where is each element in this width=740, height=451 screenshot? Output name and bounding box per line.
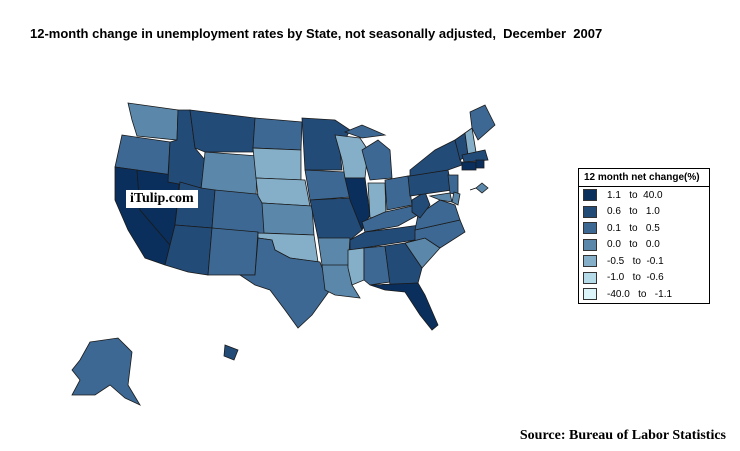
legend-range: -40.0 to -1.1 [607,288,673,300]
legend-row: 1.1 to 40.0 [579,187,709,204]
legend-title: 12 month net change(%) [579,169,709,187]
dc-leader-line [469,187,477,191]
legend-swatch [583,271,597,284]
state-alabama [363,245,391,286]
watermark-text: iTulip.com [126,190,198,208]
state-mississippi [347,247,365,286]
state-michigan [361,139,393,181]
state-washington [127,102,179,141]
state-montana [189,109,256,153]
state-michigan-up [343,124,387,139]
legend-row: 0.0 to 0.0 [579,237,709,254]
state-texas [238,237,331,329]
state-kansas [261,202,315,236]
state-georgia [384,242,423,286]
legend-swatch [583,189,597,202]
state-new-jersey [447,174,459,196]
legend-swatch [583,288,597,301]
state-north-carolina [404,219,466,249]
legend-swatch [583,238,597,251]
state-massachusetts [461,149,489,163]
legend-swatch [583,255,597,268]
state-north-dakota [252,117,303,151]
state-alaska [71,337,142,406]
legend-row: 0.1 to 0.5 [579,220,709,237]
state-iowa [304,169,351,201]
legend-row: -0.5 to -0.1 [579,253,709,270]
state-missouri [309,197,363,241]
legend-row: -40.0 to -1.1 [579,286,709,303]
state-nebraska [255,177,311,207]
state-new-mexico [207,227,259,276]
legend-row: -1.0 to -0.6 [579,270,709,287]
state-connecticut [461,161,477,171]
map-title: 12-month change in unemployment rates by… [30,26,603,41]
legend: 12 month net change(%) 1.1 to 40.0 0.6 t… [578,168,710,304]
state-rhode-island [475,159,485,169]
state-delaware [451,191,461,206]
legend-range: 0.1 to 0.5 [607,222,660,234]
state-south-dakota [252,147,302,181]
legend-range: -1.0 to -0.6 [607,272,664,284]
legend-range: 0.0 to 0.0 [607,239,660,251]
state-florida [369,282,439,331]
state-ohio [384,175,413,211]
source-note: Source: Bureau of Labor Statistics [519,428,726,443]
legend-swatch [583,222,597,235]
legend-range: 1.1 to 40.0 [607,189,663,201]
legend-row: 0.6 to 1.0 [579,204,709,221]
legend-range: -0.5 to -0.1 [607,255,664,267]
legend-range: 0.6 to 1.0 [607,206,660,218]
state-hawaii [223,344,239,361]
state-arkansas [317,237,351,269]
state-dc [475,182,489,194]
legend-swatch [583,205,597,218]
state-virginia [414,199,461,231]
state-new-york [409,139,463,177]
state-maine [469,104,496,141]
